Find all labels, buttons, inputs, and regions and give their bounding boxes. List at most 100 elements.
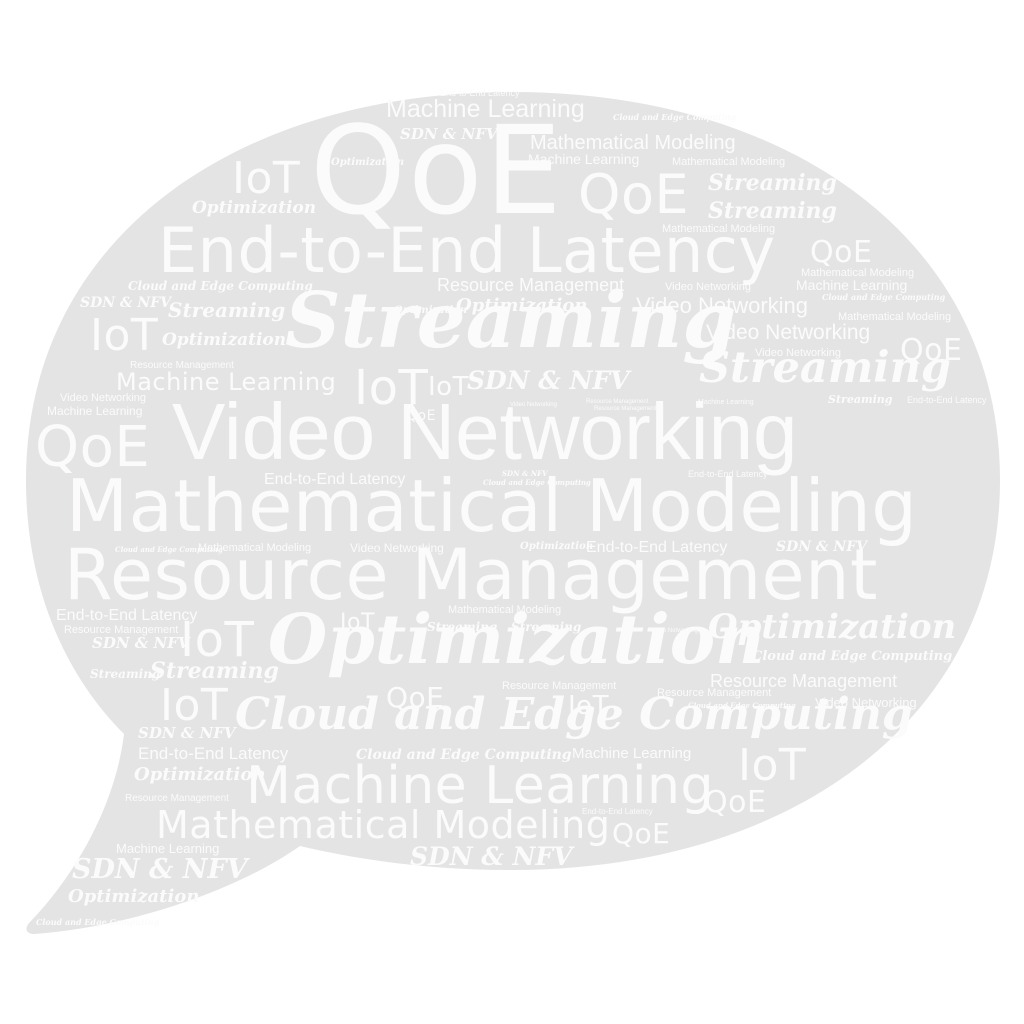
word-cloud-edge-micro2: Cloud and Edge Computing [115,545,223,554]
word-iot-left3: IoT [160,680,229,731]
word-video-networking-small4: Video Networking [815,695,917,710]
word-iot-small-mid: IoT [340,610,375,635]
word-resource-management-small4: Resource Management [657,687,772,699]
word-optimization-tail1: Optimization [68,886,200,907]
speech-bubble-path [26,92,1000,934]
word-video-networking-tiny1: Video Networking [755,347,842,359]
word-optimization-small3: Optimization [134,764,266,785]
word-mathematical-modeling-small2: Mathematical Modeling [198,542,312,554]
word-iot-top: IoT [232,153,301,204]
word-sdn-nfv-left1: SDN & NFV [80,295,172,311]
word-sdn-nfv-micro1: SDN & NFV [502,469,548,478]
word-cloud-edge-left1: Cloud and Edge Computing [128,279,313,293]
word-optimization-left2: Optimization [162,330,287,350]
word-iot-mid2: IoT [428,372,469,402]
word-qoe-right2: QoE [900,333,963,368]
word-mathematical-modeling-right2: Mathematical Modeling [838,311,952,323]
word-resource-management-small2: Resource Management [64,624,179,636]
word-iot-mid1: IoT [354,360,429,416]
word-machine-learning-large: Machine Learning [246,756,714,816]
word-cloud-edge-micro1: Cloud and Edge Computing [483,478,591,487]
word-machine-learning-right1: Machine Learning [796,277,908,293]
word-qoe-left-large: QoE [35,415,151,480]
word-streaming-top2: Streaming [708,198,837,224]
word-resource-management-micro3: Resource Management [125,793,229,804]
word-iot-left1: IoT [90,310,159,361]
word-resource-management-large: Resource Management [64,534,878,616]
word-optimization-top-left: Optimization [192,198,317,218]
word-end-to-end-latency-small3: End-to-End Latency [56,607,198,624]
word-resource-management-small3: Resource Management [502,680,617,692]
word-machine-learning-top: Machine Learning [386,95,585,123]
word-sdn-nfv-bottom1: SDN & NFV [72,854,248,885]
word-streaming-micro1: Streaming [828,393,893,406]
word-video-networking-left2: Video Networking [60,392,147,404]
word-end-to-end-latency-large: End-to-End Latency [158,214,776,287]
word-sdn-nfv-small3: SDN & NFV [776,539,868,555]
word-mathematical-modeling-top4: Mathematical Modeling [662,223,776,235]
word-video-networking-large: Video Networking [172,387,798,476]
word-end-to-end-latency-tiny: End-to-End Latency [440,88,520,98]
word-sdn-nfv-medium: SDN & NFV [410,842,573,871]
word-streaming-large: Streaming [285,276,737,366]
word-qoe-right3: QoE [704,785,767,820]
word-mathematical-modeling-right1: Mathematical Modeling [801,267,915,279]
word-end-to-end-latency-micro2: End-to-End Latency [688,469,768,479]
word-iot-mid4: IoT [568,691,609,721]
word-video-networking-small1: Video Networking [665,281,752,293]
word-qoe-right1: QoE [810,235,873,270]
word-qoe-large: QoE [310,100,564,242]
word-machine-learning-micro1: Machine Learning [698,399,754,406]
word-streaming-left1: Streaming [168,298,286,322]
word-qoe-small1: QoE [406,408,436,424]
word-video-networking-mid2: Video Networking [706,321,871,344]
word-cloud-edge-tiny-top: Cloud and Edge Computing [613,112,737,122]
word-qoe-bottom1: QoE [612,817,671,850]
word-mathematical-modeling-large: Mathematical Modeling [66,464,918,548]
word-iot-mid3: IoT [180,612,255,668]
word-mathematical-modeling-top3: Mathematical Modeling [672,156,786,168]
word-video-networking-small3: Video Networking [350,541,444,555]
word-optimization-micro2: Optimization [520,541,594,552]
word-streaming-right1: Streaming [699,343,951,393]
word-cloud-edge-large: Cloud and Edge Computing [235,689,913,740]
word-video-networking-micro2: Video Networking [651,628,698,634]
word-resource-management-right2: Resource Management [710,671,898,691]
word-end-to-end-latency-small2: End-to-End Latency [586,539,728,556]
word-mathematical-modeling-top: Mathematical Modeling [530,132,736,154]
word-optimization-tiny-mid: Optimization [394,305,468,316]
word-machine-learning-small3: Machine Learning [572,745,692,762]
word-end-to-end-latency-small4: End-to-End Latency [138,744,289,763]
word-cloud-edge-small3: Cloud and Edge Computing [356,747,572,763]
word-end-to-end-latency-micro1: End-to-End Latency [907,395,987,405]
word-streaming-small2: Streaming [427,620,498,634]
word-video-networking-micro1: Video Networking [510,402,557,408]
word-resource-management-micro1: Resource Management [586,399,649,405]
word-cloud-edge-tail1: Cloud and Edge Computing [36,917,160,927]
word-streaming-small4: Streaming [90,667,161,681]
word-machine-learning-small4: Machine Learning [116,841,220,856]
word-cloud-edge-micro3: Cloud and Edge Computing [688,701,796,710]
word-resource-management-micro2: Resource Management [594,406,657,412]
word-end-to-end-latency-small1: End-to-End Latency [264,471,406,488]
word-machine-learning-left2: Machine Learning [47,404,143,418]
word-video-networking-mid1: Video Networking [636,293,809,318]
word-resource-management-mid1: Resource Management [437,275,625,295]
word-machine-learning-left1: Machine Learning [116,368,337,396]
word-resource-management-tiny1: Resource Management [130,360,234,371]
word-end-to-end-latency-micro3: End-to-End Latency [582,807,653,816]
word-streaming-top1: Streaming [708,170,837,196]
word-iot-right2: IoT [738,740,807,791]
word-optimization-tiny-top: Optimization [331,157,405,168]
word-sdn-nfv-mid2: SDN & NFV [467,366,630,395]
word-machine-learning-top2: Machine Learning [528,151,640,167]
word-optimization-large: Optimization [268,600,765,680]
word-cloud-edge-right2: Cloud and Edge Computing [752,649,953,664]
word-streaming-small3: Streaming [511,620,582,634]
word-mathematical-modeling-small3: Mathematical Modeling [448,604,562,616]
word-qoe-top-mid: QoE [578,163,690,226]
word-mathematical-modeling-medium: Mathematical Modeling [156,803,611,847]
word-streaming-left3: Streaming [150,658,279,684]
